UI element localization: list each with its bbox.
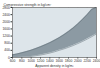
svg-text:800: 800 <box>4 41 10 45</box>
svg-text:2400: 2400 <box>93 59 100 63</box>
svg-text:2200: 2200 <box>83 59 91 63</box>
svg-text:Apparent density in kg/m³: Apparent density in kg/m³ <box>35 64 74 68</box>
svg-text:2800: 2800 <box>2 5 10 10</box>
svg-text:1000: 1000 <box>27 59 35 63</box>
svg-text:2000: 2000 <box>2 20 10 24</box>
html-text:1200 1400 1600 1800: 1200 1400 1600 1800 <box>36 59 73 64</box>
svg-text:Compressive strength in kg/cm²: Compressive strength in kg/cm² <box>4 3 53 7</box>
svg-text:0: 0 <box>8 55 10 60</box>
svg-text:800: 800 <box>19 59 25 63</box>
svg-text:600: 600 <box>10 59 16 63</box>
svg-text:2000: 2000 <box>74 59 82 63</box>
svg-text:1200: 1200 <box>2 34 10 38</box>
svg-text:1600: 1600 <box>2 27 10 31</box>
svg-text:2400: 2400 <box>2 13 10 17</box>
svg-text:400: 400 <box>4 48 10 52</box>
